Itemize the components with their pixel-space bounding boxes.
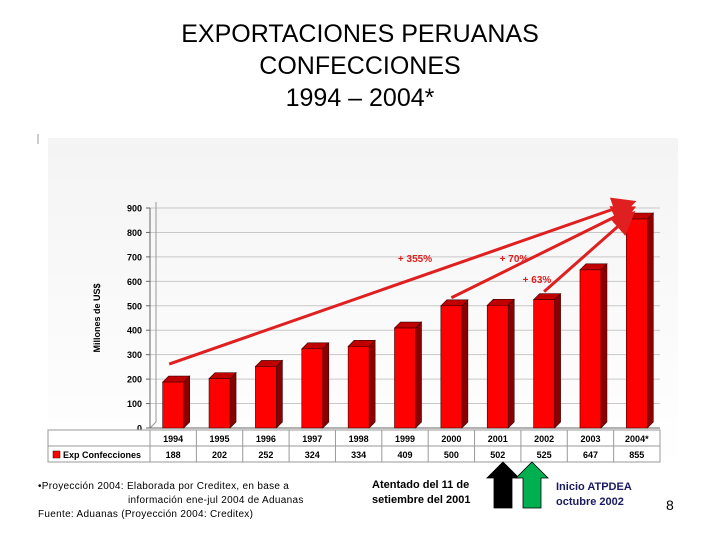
data-label: 855 xyxy=(629,450,644,460)
bar-side-2000 xyxy=(461,299,469,429)
y-tick-label: 100 xyxy=(127,399,142,409)
data-label: 647 xyxy=(583,450,598,460)
data-label: 525 xyxy=(537,450,552,460)
data-label: 502 xyxy=(490,450,505,460)
bar-1999 xyxy=(394,327,416,429)
bar-2003 xyxy=(579,269,602,429)
x-tick-label: 1994 xyxy=(163,434,183,444)
bar-side-2001 xyxy=(507,298,515,429)
x-tick-label: 2000 xyxy=(441,434,461,444)
bar-2004* xyxy=(626,218,648,429)
y-tick-label: 800 xyxy=(127,228,142,238)
event-attack-line-2: setiembre del 2001 xyxy=(372,494,471,506)
y-tick-label: 600 xyxy=(127,277,142,287)
growth-label-2: + 70% xyxy=(500,254,529,265)
event-atpdea-arrow-icon xyxy=(515,461,549,509)
growth-label-1: + 355% xyxy=(398,254,432,265)
x-tick-label: 1998 xyxy=(349,434,369,444)
bar-side-1997 xyxy=(322,342,330,429)
y-tick-label: 900 xyxy=(127,204,142,214)
x-tick-label: 2002 xyxy=(534,434,554,444)
bar-2002 xyxy=(533,299,555,429)
note-line-2: información ene-jul 2004 de Aduanas xyxy=(128,495,304,506)
data-label: 334 xyxy=(351,450,366,460)
bar-side-2004* xyxy=(647,212,654,429)
x-tick-label: 1995 xyxy=(210,434,230,444)
growth-arrow-1 xyxy=(168,197,637,366)
y-tick-label: 0 xyxy=(137,424,142,434)
legend-label: Exp Confecciones xyxy=(63,450,141,460)
event-atpdea-line-2: octubre 2002 xyxy=(556,496,624,508)
bar-1995 xyxy=(208,378,231,429)
y-tick-label: 700 xyxy=(127,252,142,262)
note-line-1: •Proyección 2004: Elaborada por Creditex… xyxy=(38,481,290,492)
bar-2001 xyxy=(486,304,509,429)
bar-1998 xyxy=(347,346,370,429)
data-label: 252 xyxy=(258,450,273,460)
page-number: 8 xyxy=(666,497,674,513)
x-tick-label: 1997 xyxy=(302,434,322,444)
bar-side-2003 xyxy=(600,263,608,429)
x-tick-label: 1999 xyxy=(395,434,415,444)
bar-side-1998 xyxy=(368,339,376,429)
event-attack-arrow-icon xyxy=(486,461,520,509)
data-label: 188 xyxy=(166,450,181,460)
y-tick-label: 500 xyxy=(127,301,142,311)
y-tick-label: 200 xyxy=(127,375,142,385)
growth-arrow-3 xyxy=(543,211,636,293)
notes-block: •Proyección 2004: Elaborada por Creditex… xyxy=(38,480,304,522)
data-label: 324 xyxy=(305,450,320,460)
data-label: 409 xyxy=(397,450,412,460)
bar-1997 xyxy=(301,348,324,429)
bar-1994 xyxy=(162,381,184,429)
plot-side-wall xyxy=(149,202,157,429)
y-axis-title: Millones de US$ xyxy=(92,283,102,352)
y-tick-label: 300 xyxy=(127,350,142,360)
bar-side-1996 xyxy=(276,359,283,429)
bar-1996 xyxy=(255,366,277,429)
y-tick-label: 400 xyxy=(127,326,142,336)
bar-side-1995 xyxy=(229,371,237,429)
title-line-2: CONFECCIONES xyxy=(259,52,461,80)
note-line-3: Fuente: Aduanas (Proyección 2004: Credit… xyxy=(38,509,254,520)
event-atpdea-line-1: Inicio ATPDEA xyxy=(556,481,632,493)
event-atpdea-label: Inicio ATPDEA octubre 2002 xyxy=(556,480,632,510)
bar-side-2002 xyxy=(554,292,561,429)
legend-swatch xyxy=(52,450,61,459)
x-tick-label: 2001 xyxy=(488,434,508,444)
bar-2000 xyxy=(440,305,463,429)
event-attack-line-1: Atentado del 11 de xyxy=(372,479,470,491)
data-label: 202 xyxy=(212,450,227,460)
bar-side-1994 xyxy=(183,375,190,429)
bar-side-1999 xyxy=(415,321,422,429)
growth-arrow-2 xyxy=(450,206,637,300)
x-tick-label: 1996 xyxy=(256,434,276,444)
data-label: 500 xyxy=(444,450,459,460)
growth-label-3: + 63% xyxy=(523,275,552,286)
x-tick-label: 2003 xyxy=(580,434,600,444)
title-line-1: EXPORTACIONES PERUANAS xyxy=(181,20,539,48)
event-attack-label: Atentado del 11 de setiembre del 2001 xyxy=(372,478,470,508)
title-line-3: 1994 – 2004* xyxy=(285,84,435,112)
x-tick-label: 2004* xyxy=(625,434,649,444)
